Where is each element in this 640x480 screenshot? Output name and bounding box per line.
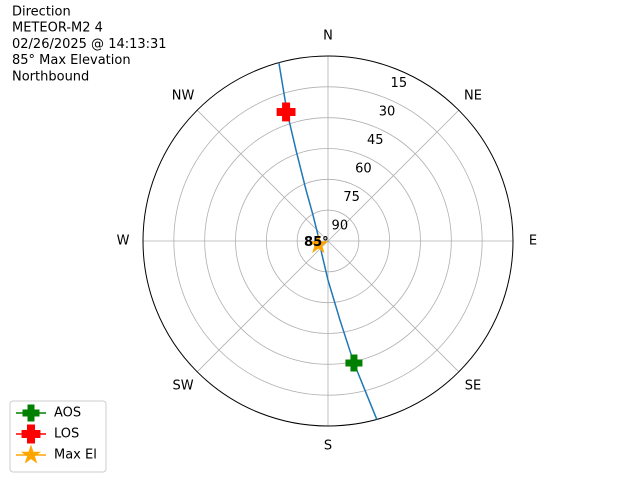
grid-spoke <box>196 109 329 242</box>
value-label: 85° <box>304 235 329 250</box>
y-tick-label: 90 <box>332 218 349 233</box>
marker-x <box>276 102 296 122</box>
polar-frame <box>142 55 514 427</box>
track-line <box>278 62 378 420</box>
y-tick-label: 60 <box>355 161 372 176</box>
marker-plus <box>345 354 363 372</box>
annotation: 02/26/2025 @ 14:13:31 <box>12 37 167 52</box>
x-tick-label: NE <box>464 89 482 104</box>
marker-x <box>21 424 41 444</box>
y-tick-label: 15 <box>391 76 408 91</box>
x-tick-label: N <box>323 29 333 44</box>
annotation: METEOR-M2 4 <box>12 21 103 36</box>
annotation: 85° Max Elevation <box>12 53 131 68</box>
y-tick-label: 45 <box>367 133 384 148</box>
x-tick-label: W <box>117 234 130 249</box>
x-tick-label: S <box>324 439 332 454</box>
annotation: Direction <box>12 5 71 20</box>
marker-plus <box>22 404 40 422</box>
legend-label: AOS <box>54 406 81 421</box>
marker-star <box>308 233 329 254</box>
x-tick-label: E <box>529 234 537 249</box>
grid-spoke <box>327 240 460 373</box>
y-tick-label: 30 <box>379 104 396 119</box>
legend-label: Max El <box>54 448 97 463</box>
marker-star <box>20 444 42 464</box>
legend-label: LOS <box>54 427 79 442</box>
annotation: Northbound <box>12 69 89 84</box>
x-tick-label: NW <box>172 89 195 104</box>
grid-spoke <box>327 109 460 242</box>
x-tick-label: SW <box>172 378 193 393</box>
grid-spoke <box>196 240 329 373</box>
y-tick-label: 75 <box>343 190 360 205</box>
x-tick-label: SE <box>465 378 481 393</box>
